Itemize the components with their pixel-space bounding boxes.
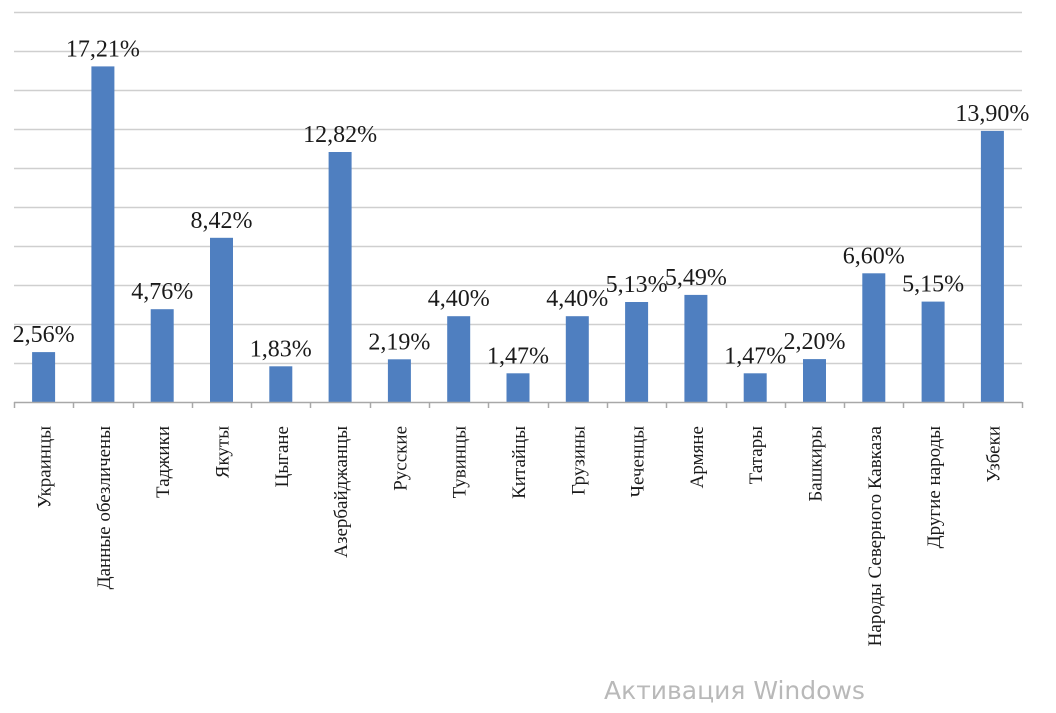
value-label: 4,76% <box>131 279 193 305</box>
category-label: Другие народы <box>924 426 945 549</box>
bar <box>565 316 589 402</box>
bar <box>862 273 886 402</box>
value-label: 4,40% <box>546 286 608 312</box>
windows-activation-watermark: Активация Windows <box>604 676 865 705</box>
category-label: Грузины <box>568 426 589 495</box>
category-label: Башкиры <box>806 426 827 502</box>
category-label: Русские <box>390 426 411 491</box>
bar <box>684 294 708 402</box>
value-label: 2,19% <box>368 329 430 355</box>
value-label: 6,60% <box>843 243 905 269</box>
value-label: 1,47% <box>724 343 786 369</box>
category-labels: Украинцы Данные обезличены Таджики Якуты Цыг… <box>35 425 1005 646</box>
bars <box>32 66 1004 403</box>
value-label: 5,13% <box>606 272 668 298</box>
category-label: Цыгане <box>272 426 293 487</box>
bar <box>625 302 649 402</box>
value-label: 12,82% <box>303 122 377 148</box>
bar <box>387 359 411 402</box>
bar <box>32 352 56 402</box>
bar <box>506 373 530 402</box>
value-label: 5,49% <box>665 265 727 291</box>
bar <box>980 130 1004 402</box>
value-labels: 2,56% 17,21% 4,76% 8,42% 1,83% 12,82% 2,19% 4,4… <box>13 36 1030 369</box>
category-label: Данные обезличены <box>94 426 115 590</box>
bar <box>921 301 945 402</box>
value-label: 1,83% <box>250 336 312 362</box>
value-label: 2,56% <box>13 322 75 348</box>
bar <box>743 373 767 402</box>
category-label: Тувинцы <box>450 426 471 499</box>
category-label: Якуты <box>213 426 234 478</box>
bar <box>91 66 115 403</box>
category-label: Узбеки <box>983 426 1004 483</box>
value-label: 17,21% <box>66 36 140 62</box>
bar <box>269 366 293 402</box>
bar <box>328 152 352 402</box>
category-label: Китайцы <box>509 426 530 499</box>
bar <box>447 316 471 402</box>
value-label: 2,20% <box>784 329 846 355</box>
category-label: Татары <box>746 426 767 485</box>
category-label: Украинцы <box>35 426 56 508</box>
value-label: 1,47% <box>487 343 549 369</box>
value-label: 13,90% <box>955 101 1029 127</box>
x-axis <box>13 401 1024 408</box>
category-label: Таджики <box>153 426 174 498</box>
category-label: Народы Северного Кавказа <box>865 425 886 646</box>
category-label: Чеченцы <box>628 426 649 498</box>
category-label: Армяне <box>687 426 708 488</box>
value-label: 4,40% <box>428 286 490 312</box>
gridlines <box>14 11 1022 365</box>
value-label: 8,42% <box>191 208 253 234</box>
value-label: 5,15% <box>902 272 964 298</box>
bar <box>150 309 174 402</box>
category-label: Азербайджанцы <box>331 426 352 558</box>
bar <box>803 359 826 402</box>
bar <box>210 237 233 402</box>
